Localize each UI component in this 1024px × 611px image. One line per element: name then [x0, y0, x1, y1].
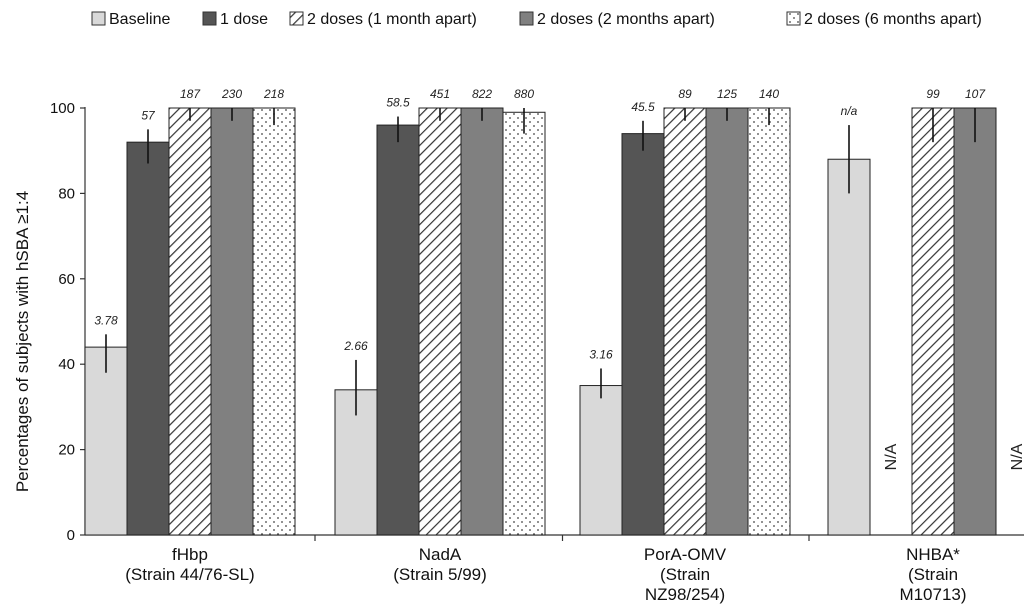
data-label: n/a	[841, 104, 858, 118]
category-label-line: (Strain	[908, 565, 958, 584]
category-label-line: NZ98/254)	[645, 585, 725, 604]
data-label: 57	[141, 108, 156, 122]
bar	[418, 107, 462, 536]
category-label-line: PorA-OMV	[644, 545, 727, 564]
legend-label: 2 doses (2 months apart)	[537, 11, 715, 28]
na-label: N/A	[883, 443, 900, 470]
data-label: 822	[472, 87, 492, 101]
data-label: 2.66	[343, 339, 368, 353]
data-label: 187	[180, 87, 201, 101]
category-label-line: (Strain	[660, 565, 710, 584]
data-label: 230	[221, 87, 242, 101]
axes: 0 20 40 60 80 100 Percentages of subjects with…	[13, 100, 1024, 604]
legend-swatch	[91, 11, 106, 26]
legend-swatch	[289, 11, 304, 26]
bars	[84, 107, 997, 536]
category-label-line: M10713)	[899, 585, 966, 604]
bar	[621, 133, 665, 536]
y-tick-label: 20	[58, 442, 75, 459]
data-label: 58.5	[386, 96, 410, 110]
bar	[252, 107, 296, 536]
category-label-line: fHbp	[172, 545, 208, 564]
y-tick-label: 80	[58, 185, 75, 202]
y-tick-label: 60	[58, 271, 75, 288]
data-label: 89	[678, 87, 692, 101]
bar	[579, 385, 623, 536]
y-tick-label: 40	[58, 356, 75, 373]
data-label: 140	[759, 87, 779, 101]
bar	[705, 107, 749, 536]
y-axis-label: Percentages of subjects with hSBA ≥1:4	[13, 191, 32, 492]
y-tick-label: 100	[50, 100, 75, 117]
category-label: NHBA* (Strain M10713)	[899, 545, 966, 604]
data-label: 880	[514, 87, 534, 101]
legend-label: Baseline	[109, 11, 170, 28]
bar	[747, 107, 791, 536]
data-label: 218	[263, 87, 284, 101]
data-label: 3.78	[94, 313, 118, 327]
bar	[953, 107, 997, 536]
legend-swatch	[202, 11, 217, 26]
legend-label: 2 doses (1 month apart)	[307, 11, 477, 28]
legend-label: 1 dose	[220, 11, 268, 28]
data-label: 45.5	[631, 100, 655, 114]
category-label: PorA-OMV (Strain NZ98/254)	[644, 545, 727, 604]
bar	[827, 158, 871, 536]
bar	[126, 141, 170, 536]
legend-swatch	[786, 11, 801, 26]
category-label-line: NHBA*	[906, 545, 960, 564]
data-label: 107	[965, 87, 986, 101]
category-label-line: NadA	[419, 545, 462, 564]
data-label: 3.16	[589, 347, 613, 361]
category-label-line: (Strain 44/76-SL)	[125, 565, 254, 584]
bar	[663, 107, 707, 536]
bar	[502, 111, 546, 536]
data-label: 451	[430, 87, 450, 101]
category-label-line: (Strain 5/99)	[393, 565, 487, 584]
category-label: fHbp (Strain 44/76-SL)	[125, 545, 254, 584]
data-label: 99	[926, 87, 940, 101]
bar	[84, 346, 128, 536]
y-tick-label: 0	[67, 527, 75, 544]
bar	[911, 107, 955, 536]
legend-label: 2 doses (6 months apart)	[804, 11, 982, 28]
data-label: 125	[717, 87, 737, 101]
bar	[210, 107, 254, 536]
bar	[376, 124, 420, 536]
na-label: N/A	[1009, 443, 1024, 470]
category-label: NadA (Strain 5/99)	[393, 545, 487, 584]
bar	[460, 107, 504, 536]
legend-swatch	[519, 11, 534, 26]
legend: Baseline 1 dose 2 doses (1 month apart) 2 d…	[91, 11, 982, 28]
bar	[168, 107, 212, 536]
data-labels: 3.78 57 187 230 218 2.66 58.5 451 822 880 3.16 45.5…	[94, 87, 1024, 470]
